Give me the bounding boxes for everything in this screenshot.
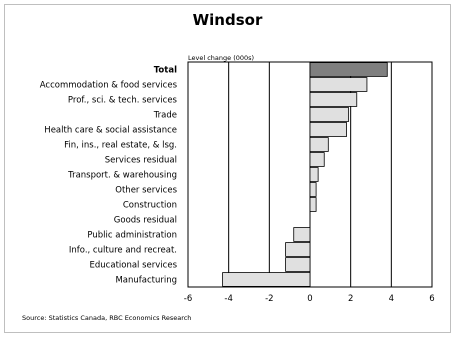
category-label: Services residual xyxy=(105,156,177,166)
category-labels: Total Accommodation & food services Prof.,… xyxy=(40,66,178,286)
category-label: Info., culture and recreat. xyxy=(69,246,177,256)
bar xyxy=(309,182,317,197)
x-tick-label: 4 xyxy=(389,294,394,304)
category-label: Health care & social assistance xyxy=(44,126,177,136)
category-label: Accommodation & food services xyxy=(40,81,178,91)
category-label: Manufacturing xyxy=(115,276,177,286)
category-label: Goods residual xyxy=(114,216,177,226)
category-label: Transport. & warehousing xyxy=(67,171,177,181)
source-note: Source: Statistics Canada, RBC Economics… xyxy=(22,314,191,322)
x-tick-label: -4 xyxy=(224,294,232,304)
bar xyxy=(309,197,317,212)
bar xyxy=(309,152,325,167)
category-label: Construction xyxy=(123,201,177,211)
bar xyxy=(309,122,347,137)
chart-title: Windsor xyxy=(192,11,263,29)
bar xyxy=(293,227,311,242)
category-label: Trade xyxy=(153,111,177,121)
category-label: Public administration xyxy=(87,231,177,241)
chart-subtitle: Level change (000s) xyxy=(188,54,254,62)
x-tick-label: 6 xyxy=(429,294,434,304)
x-tick-label: -2 xyxy=(265,294,273,304)
x-tick-label: 0 xyxy=(307,294,312,304)
bar xyxy=(285,257,311,272)
category-label: Educational services xyxy=(90,261,178,271)
x-tick-label: 2 xyxy=(348,294,353,304)
category-label: Fin, ins., real estate, & lsg. xyxy=(64,141,177,151)
bar xyxy=(309,107,350,122)
bar xyxy=(222,272,311,287)
bar xyxy=(309,137,329,152)
bar xyxy=(309,167,319,182)
bar xyxy=(285,242,311,257)
bars xyxy=(222,62,388,287)
bar xyxy=(309,92,358,107)
category-label: Total xyxy=(154,66,177,76)
x-tick-label: -6 xyxy=(184,294,192,304)
bar xyxy=(309,77,368,92)
category-label: Other services xyxy=(115,186,177,196)
bar xyxy=(309,62,388,77)
category-label: Prof., sci. & tech. services xyxy=(68,96,178,106)
x-tick-labels: -6 -4 -2 0 2 4 6 xyxy=(184,294,435,304)
